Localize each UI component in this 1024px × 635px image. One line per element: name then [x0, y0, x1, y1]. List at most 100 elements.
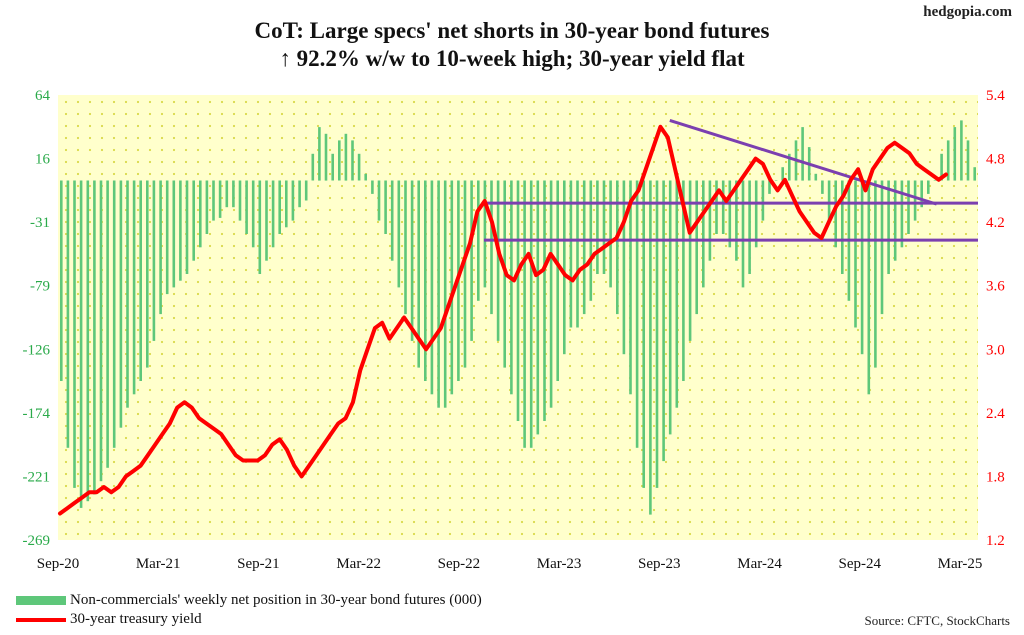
bar — [529, 180, 533, 448]
bar — [880, 180, 884, 315]
left-axis-tick-label: -174 — [23, 406, 51, 422]
left-axis-tick-label: -221 — [23, 469, 51, 485]
bar — [781, 167, 784, 181]
bar — [245, 180, 248, 234]
x-axis-tick-label: Mar-23 — [537, 556, 582, 572]
bar — [960, 120, 963, 181]
bar — [741, 180, 745, 288]
bar — [602, 180, 606, 274]
bar — [966, 140, 970, 181]
x-axis-tick-label: Mar-24 — [737, 556, 782, 572]
left-axis-tick-label: -79 — [30, 279, 50, 295]
x-axis-tick-label: Mar-25 — [938, 556, 983, 572]
bar — [285, 180, 288, 228]
bar — [199, 180, 202, 248]
bar — [721, 180, 725, 234]
bar — [556, 180, 559, 381]
yield-line — [58, 124, 948, 516]
bar — [79, 180, 83, 508]
bar — [801, 127, 804, 181]
bar — [298, 180, 301, 208]
bar — [205, 180, 209, 234]
x-axis-tick-label: Sep-23 — [638, 556, 681, 572]
bar — [146, 180, 149, 368]
bar — [814, 173, 818, 181]
bar — [609, 180, 612, 288]
legend-item-line: 30-year treasury yield — [16, 611, 202, 628]
bar — [192, 180, 195, 261]
bar — [470, 180, 473, 341]
bar — [874, 180, 877, 368]
chart-title: CoT: Large specs' net shorts in 30-year … — [254, 18, 770, 43]
bar — [265, 180, 268, 261]
bar — [443, 180, 447, 408]
bar — [695, 180, 698, 315]
bar — [496, 180, 500, 341]
bar — [821, 180, 824, 194]
bar — [516, 180, 520, 421]
x-axis-tick-label: Mar-21 — [136, 556, 181, 572]
bar — [318, 127, 321, 181]
bar — [185, 180, 189, 274]
bar — [60, 180, 63, 381]
bar — [576, 180, 579, 328]
legend-label-bars: Non-commercials' weekly net position in … — [70, 592, 482, 608]
bar — [523, 180, 526, 448]
bar — [179, 180, 182, 281]
bar — [106, 180, 109, 468]
bar — [172, 180, 176, 288]
bar — [410, 180, 414, 341]
bar — [430, 180, 434, 395]
bar — [377, 180, 381, 221]
x-axis-tick-label: Mar-22 — [336, 556, 381, 572]
bar — [238, 180, 242, 221]
bar — [973, 167, 976, 181]
left-axis-tick-label: 64 — [35, 88, 51, 104]
bar — [397, 180, 401, 288]
bar — [549, 180, 553, 408]
source-note: Source: CFTC, StockCharts — [864, 613, 1010, 628]
bar — [225, 180, 229, 208]
right-axis-tick-label: 3.6 — [986, 279, 1005, 295]
bar — [675, 180, 679, 408]
right-axis-tick-label: 1.2 — [986, 533, 1005, 549]
bar — [563, 180, 566, 355]
bar — [616, 180, 619, 315]
bar — [351, 140, 354, 181]
bar — [702, 180, 705, 288]
bar — [933, 180, 937, 181]
bar — [437, 180, 440, 408]
bar — [291, 180, 295, 221]
bar — [649, 180, 652, 515]
bar — [887, 180, 890, 274]
bar — [338, 140, 341, 181]
x-axis-tick-label: Sep-20 — [37, 556, 80, 572]
bar — [364, 173, 367, 181]
right-axis-tick-label: 5.4 — [986, 88, 1005, 104]
bar — [278, 180, 281, 234]
bar — [622, 180, 626, 355]
bar — [311, 153, 315, 181]
bar — [668, 180, 672, 435]
bar — [688, 180, 692, 341]
bar — [596, 180, 599, 274]
bar — [371, 180, 374, 194]
bar — [913, 180, 917, 221]
site-watermark: hedgopia.com — [923, 4, 1012, 20]
bar — [940, 153, 943, 181]
bar — [477, 180, 480, 301]
left-axis-tick-label: -126 — [23, 342, 51, 358]
right-axis-tick-label: 1.8 — [986, 469, 1005, 485]
bar — [841, 180, 844, 274]
bar — [417, 180, 420, 368]
bar — [258, 180, 262, 274]
bar — [404, 180, 407, 315]
bar — [331, 153, 334, 181]
bar — [788, 153, 791, 181]
bar — [165, 180, 169, 295]
bar — [662, 180, 665, 462]
bar — [900, 180, 904, 248]
bar — [854, 180, 857, 328]
bar — [768, 180, 771, 194]
